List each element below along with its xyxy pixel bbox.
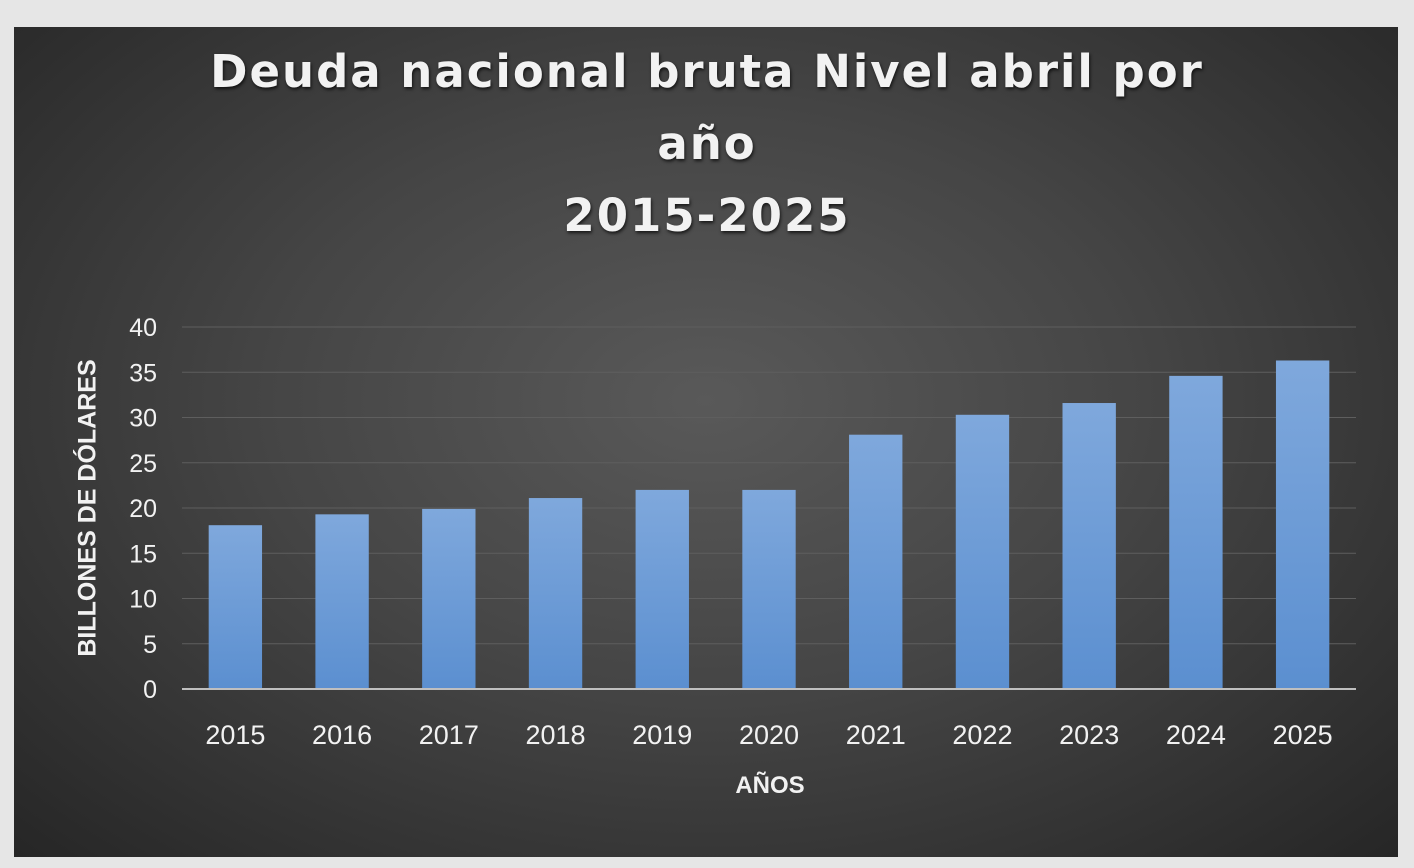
x-tick-label: 2023 [1059,720,1119,750]
y-axis-title: BILLONES DE DÓLARES [73,359,102,657]
y-tick-labels: 0 5 10 15 20 25 30 35 40 [129,314,157,704]
chart-title-line-2: año [657,117,757,170]
x-tick-label: 2024 [1166,720,1226,750]
y-tick-label: 25 [129,450,157,478]
x-tick-label: 2018 [526,720,586,750]
x-tick-label: 2017 [419,720,479,750]
x-tick-label: 2022 [952,720,1012,750]
chart-title: Deuda nacional bruta Nivel abril por año… [0,36,1414,252]
bar-2023 [1062,403,1116,689]
x-axis-title: AÑOS [735,772,805,799]
y-tick-label: 30 [129,405,157,433]
x-tick-label: 2020 [739,720,799,750]
y-tick-label: 5 [143,631,157,659]
y-tick-label: 20 [129,495,157,523]
x-tick-label: 2015 [205,720,265,750]
chart-title-line-1: Deuda nacional bruta Nivel abril por [210,45,1204,98]
y-tick-label: 35 [129,359,157,387]
bar-2015 [208,525,263,689]
chart-title-line-3: 2015-2025 [563,189,851,242]
x-tick-label: 2025 [1273,720,1333,750]
y-tick-label: 10 [129,586,157,614]
bar-2017 [422,508,476,689]
x-tick-labels: 2015 2016 2017 2018 2019 2020 2021 2022 2023 2024… [205,720,1332,750]
bar-2018 [528,498,583,689]
y-tick-label: 0 [143,676,157,704]
x-tick-label: 2021 [846,720,906,750]
x-tick-label: 2016 [312,720,372,750]
bar-2025 [1275,360,1330,689]
x-tick-label: 2019 [632,720,692,750]
bar-2020 [742,489,796,689]
chart-area [14,27,1398,857]
bar-2024 [1169,375,1223,689]
bar-2016 [315,514,369,689]
bars [208,360,1330,689]
y-tick-label: 15 [129,540,157,568]
bar-2021 [849,434,903,689]
bar-2019 [635,489,689,689]
bar-2022 [955,414,1010,689]
y-tick-label: 40 [129,314,157,342]
